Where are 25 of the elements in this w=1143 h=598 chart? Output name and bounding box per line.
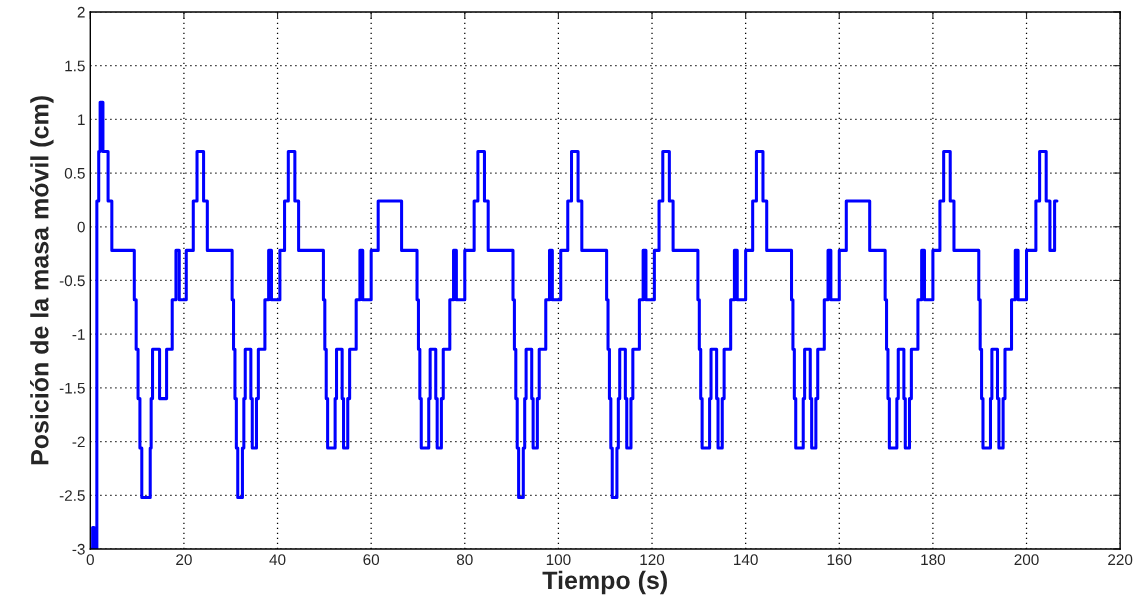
x-tick-label: 0 [86,554,94,566]
x-tick-label: 140 [734,554,758,566]
y-tick-label: -1 [72,329,85,340]
y-tick-label: -2.5 [59,490,85,501]
y-tick-label: -0.5 [59,275,85,287]
x-tick-label: 100 [546,554,571,566]
y-tick-label: -2 [72,436,85,448]
y-tick-label: 1.5 [65,60,85,72]
x-tick-label: 80 [456,554,473,566]
y-tick-label: 0 [77,221,85,233]
y-axis-title: Posición de la masa móvil (cm) [30,96,54,465]
y-tick-label: 1 [78,114,85,125]
y-tick-label: -3 [72,543,85,555]
y-tick-label: 2 [77,6,85,18]
x-tick-label: 160 [827,554,852,566]
y-tick-label: -1.5 [59,382,85,394]
x-tick-label: 220 [1108,554,1133,566]
x-tick-label: 200 [1014,554,1039,566]
x-tick-label: 120 [640,554,665,566]
x-tick-label: 40 [269,554,286,566]
x-tick-label: 180 [921,554,946,566]
x-tick-label: 60 [363,554,380,566]
x-tick-label: 20 [176,554,192,566]
x-axis-title: Tiempo (s) [542,570,667,595]
y-tick-label: 0.5 [64,167,85,179]
